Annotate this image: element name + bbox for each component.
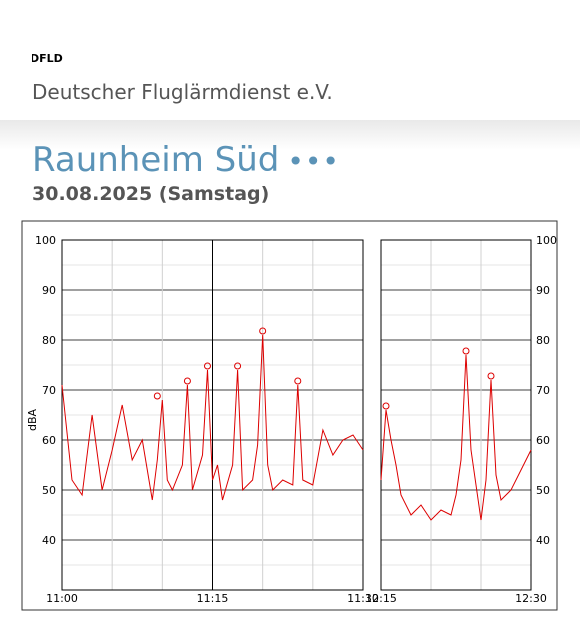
y-tick-label: 80: [536, 334, 550, 347]
y-axis-label: dBA: [26, 409, 39, 432]
peak-marker: [183, 377, 191, 385]
x-tick-label: 11:30: [347, 592, 379, 605]
x-tick-label: 11:00: [46, 592, 78, 605]
logo-text: DFLD: [32, 52, 63, 64]
y-tick-label: 60: [536, 434, 550, 447]
y-tick-label: 80: [42, 334, 56, 347]
peak-marker: [462, 347, 470, 355]
x-tick-label: 11:15: [197, 592, 229, 605]
series-line: [380, 354, 532, 521]
y-tick-label: 70: [536, 384, 550, 397]
peak-marker: [487, 372, 495, 380]
y-tick-label: 70: [42, 384, 56, 397]
y-tick-label: 90: [42, 284, 56, 297]
header-divider: [0, 120, 580, 150]
x-tick-label: 12:15: [365, 592, 397, 605]
more-dots-icon[interactable]: •••: [287, 145, 340, 178]
peak-marker: [153, 392, 161, 400]
peak-marker: [234, 362, 242, 370]
y-tick-label: 50: [536, 484, 550, 497]
org-name: Deutscher Fluglärmdienst e.V.: [32, 80, 333, 104]
y-tick-label: 100: [536, 234, 557, 247]
x-tick-label: 12:30: [515, 592, 547, 605]
series-line: [61, 334, 364, 501]
plot-area: [380, 239, 532, 591]
station-title-row: Raunheim Süd •••: [32, 140, 340, 180]
y-tick-label: 40: [536, 534, 550, 547]
y-tick-label: 40: [42, 534, 56, 547]
date-label: 30.08.2025 (Samstag): [32, 183, 270, 205]
y-tick-label: 50: [42, 484, 56, 497]
peak-marker: [259, 327, 267, 335]
peak-marker: [382, 402, 390, 410]
peak-marker: [203, 362, 211, 370]
y-tick-label: 60: [42, 434, 56, 447]
y-tick-label: 90: [536, 284, 550, 297]
plot-area: [61, 239, 364, 591]
dfld-logo: DFLD: [32, 52, 63, 64]
peak-marker: [294, 377, 302, 385]
y-tick-label: 100: [35, 234, 56, 247]
station-name: Raunheim Süd: [32, 140, 280, 180]
